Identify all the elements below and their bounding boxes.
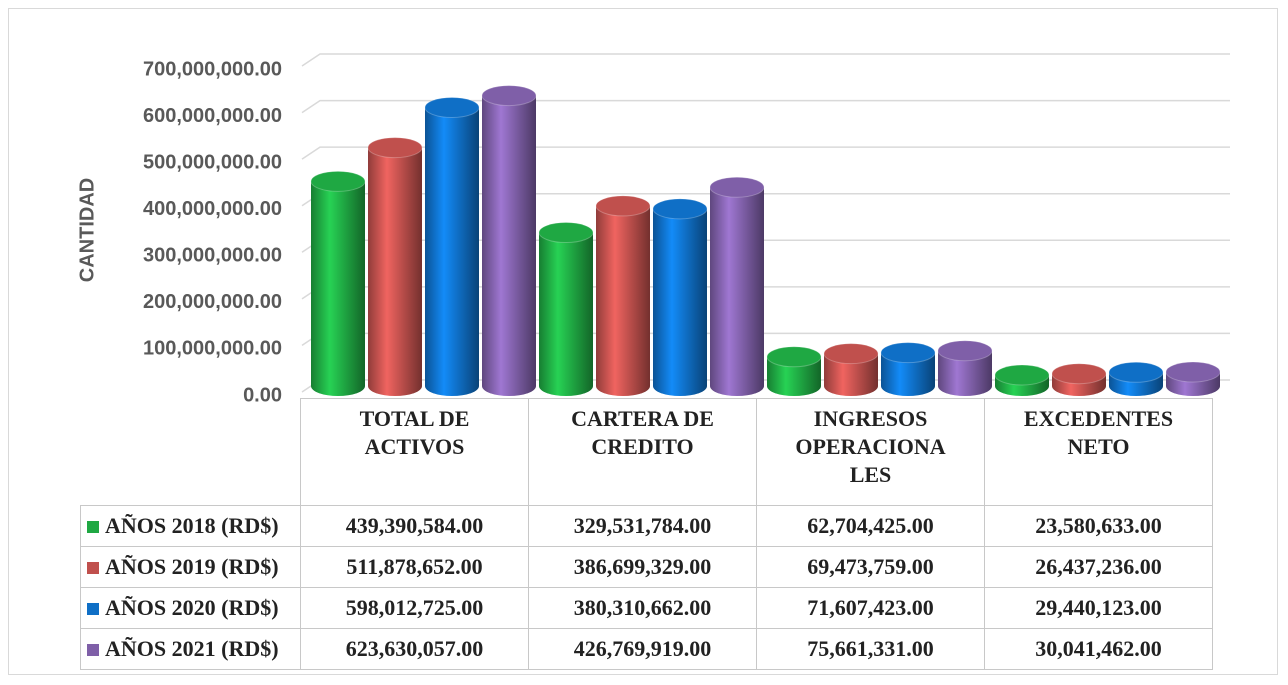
value-label: 29,440,123.00 <box>984 587 1213 629</box>
value-label: 329,531,784.00 <box>528 505 757 547</box>
y-tick-label: 200,000,000.00 <box>143 291 282 313</box>
bar-top <box>709 176 765 198</box>
bar <box>824 353 878 396</box>
value-label: 30,041,462.00 <box>984 628 1213 670</box>
data-row: AÑOS 2018 (RD$) 439,390,584.00 329,531,784… <box>80 505 1213 547</box>
legend-swatch <box>87 562 99 574</box>
y-axis-label: CANTIDAD <box>76 178 98 282</box>
legend-swatch <box>87 603 99 615</box>
y-tick-label: 400,000,000.00 <box>143 198 282 220</box>
value-label: 380,310,662.00 <box>528 587 757 629</box>
legend-swatch <box>87 521 99 533</box>
y-tick-label: 700,000,000.00 <box>143 58 282 80</box>
legend-cell: AÑOS 2020 (RD$) <box>80 587 301 629</box>
value-label: 386,699,329.00 <box>528 546 757 588</box>
bar-top <box>880 342 936 364</box>
bar-top <box>766 346 822 368</box>
grid-line <box>301 53 1230 67</box>
bar <box>425 107 479 396</box>
value-label: 71,607,423.00 <box>756 587 985 629</box>
category-label: TOTAL DE ACTIVOS <box>300 398 529 506</box>
value-label: 62,704,425.00 <box>756 505 985 547</box>
bar <box>311 181 365 396</box>
bar-top <box>652 198 708 220</box>
data-row: AÑOS 2021 (RD$) 623,630,057.00 426,769,919… <box>80 628 1213 670</box>
data-row: AÑOS 2020 (RD$) 598,012,725.00 380,310,662… <box>80 587 1213 629</box>
bar-top <box>1051 363 1107 385</box>
y-tick-label: 600,000,000.00 <box>143 105 282 127</box>
value-label: 75,661,331.00 <box>756 628 985 670</box>
legend-cell: AÑOS 2018 (RD$) <box>80 505 301 547</box>
value-label: 598,012,725.00 <box>300 587 529 629</box>
category-label: EXCEDENTES NETO <box>984 398 1213 506</box>
data-table: TOTAL DE ACTIVOS CARTERA DE CREDITO INGRES… <box>80 398 1213 670</box>
category-label: INGRESOS OPERACIONALES <box>756 398 985 506</box>
value-label: 23,580,633.00 <box>984 505 1213 547</box>
grid-line <box>301 146 1230 160</box>
legend-label: AÑOS 2018 (RD$) <box>105 513 279 538</box>
bar-top <box>367 137 423 159</box>
grid-line <box>301 99 1230 114</box>
bar-top <box>595 195 651 217</box>
header-row: TOTAL DE ACTIVOS CARTERA DE CREDITO INGRES… <box>81 398 1213 506</box>
bar <box>881 352 935 396</box>
chart-frame <box>8 8 1278 675</box>
y-tick-label: 500,000,000.00 <box>143 151 282 173</box>
y-tick-label: 0.00 <box>243 384 282 406</box>
bar-top <box>310 170 366 192</box>
bar-top <box>1108 361 1164 383</box>
legend-label: AÑOS 2020 (RD$) <box>105 595 279 620</box>
value-label: 426,769,919.00 <box>528 628 757 670</box>
bar <box>767 356 821 396</box>
legend-cell: AÑOS 2019 (RD$) <box>80 546 301 588</box>
bar-top <box>1165 361 1221 383</box>
bar <box>482 95 536 396</box>
legend-label: AÑOS 2019 (RD$) <box>105 554 279 579</box>
bar <box>539 232 593 396</box>
value-label: 26,437,236.00 <box>984 546 1213 588</box>
value-label: 69,473,759.00 <box>756 546 985 588</box>
legend-label: AÑOS 2021 (RD$) <box>105 636 279 661</box>
legend-swatch <box>87 644 99 656</box>
bar-top <box>538 222 594 244</box>
category-label: CARTERA DE CREDITO <box>528 398 757 506</box>
bar-top <box>823 343 879 365</box>
bar <box>596 205 650 396</box>
y-tick-label: 300,000,000.00 <box>143 245 282 267</box>
bar-top <box>994 364 1050 386</box>
bar <box>710 187 764 396</box>
bar-top <box>937 340 993 362</box>
bar <box>368 147 422 396</box>
bar-top <box>481 85 537 107</box>
bar <box>653 208 707 396</box>
value-label: 439,390,584.00 <box>300 505 529 547</box>
value-label: 511,878,652.00 <box>300 546 529 588</box>
bar <box>938 350 992 396</box>
bar-top <box>424 96 480 118</box>
value-label: 623,630,057.00 <box>300 628 529 670</box>
data-row: AÑOS 2019 (RD$) 511,878,652.00 386,699,329… <box>80 546 1213 588</box>
blank-cell <box>81 399 301 506</box>
y-tick-label: 100,000,000.00 <box>143 338 282 360</box>
legend-cell: AÑOS 2021 (RD$) <box>80 628 301 670</box>
